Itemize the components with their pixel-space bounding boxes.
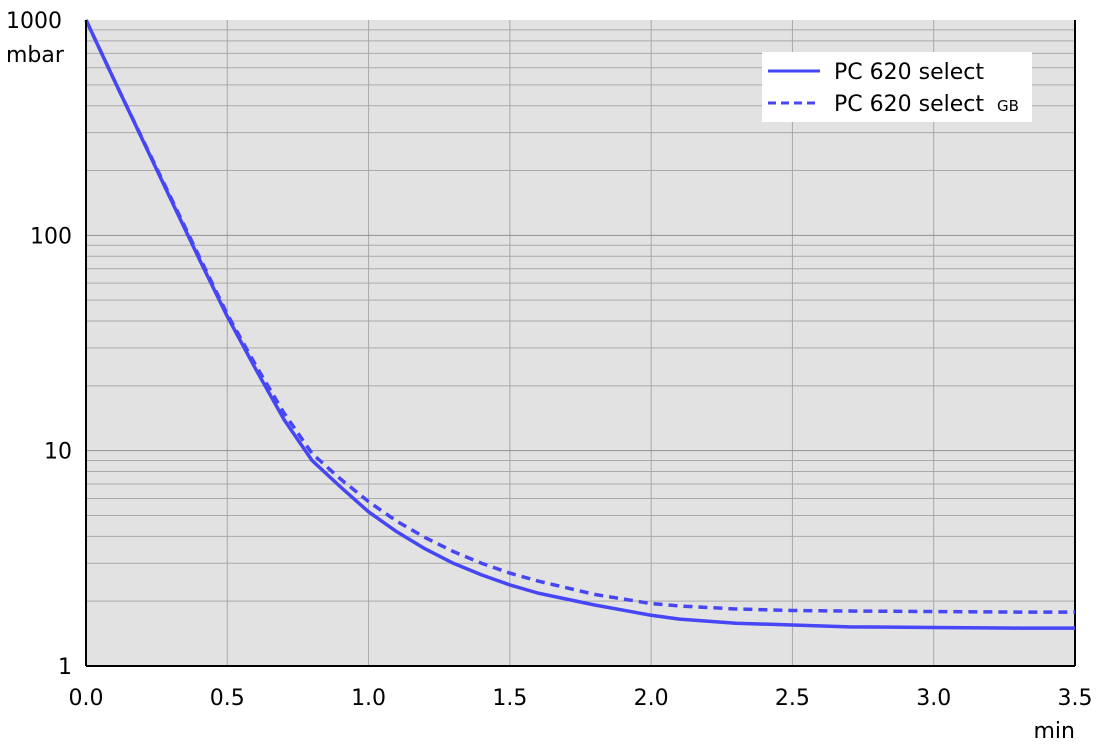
x-tick-label: 3.0 xyxy=(916,686,951,711)
x-tick-label: 1.5 xyxy=(492,686,527,711)
axes xyxy=(85,20,1075,667)
y-unit-label: mbar xyxy=(6,43,65,68)
x-unit-label: min xyxy=(1034,719,1076,744)
legend-label-solid: PC 620 select xyxy=(834,60,984,85)
series-layer xyxy=(84,19,1075,630)
x-tick-label: 0.5 xyxy=(210,686,245,711)
plot-area xyxy=(86,20,1075,666)
x-tick-label: 2.5 xyxy=(775,686,810,711)
x-tick-label: 0.0 xyxy=(69,686,104,711)
y-tick-label: 100 xyxy=(30,224,72,249)
y-tick-label: 1 xyxy=(58,655,72,680)
legend-label-solid-text: PC 620 select xyxy=(834,60,984,85)
x-tick-label: 2.0 xyxy=(634,686,669,711)
y-tick-labels: 1 10 100 1000 xyxy=(6,9,72,680)
y-tick-label: 1000 xyxy=(6,9,62,34)
x-tick-labels: 0.0 0.5 1.0 1.5 2.0 2.5 3.0 3.5 xyxy=(69,686,1093,711)
legend-label-dashed: PC 620 select GB xyxy=(834,92,1019,117)
y-tick-label: 10 xyxy=(44,440,72,465)
x-tick-label: 1.0 xyxy=(351,686,386,711)
legend: PC 620 select PC 620 select GB xyxy=(762,52,1032,122)
grid-major xyxy=(86,20,1076,666)
legend-box xyxy=(762,52,1032,122)
series-line-dashed xyxy=(84,19,1075,614)
x-tick-label: 3.5 xyxy=(1058,686,1093,711)
legend-label-dashed-suffix: GB xyxy=(997,97,1019,115)
legend-label-dashed-text: PC 620 select xyxy=(834,92,984,117)
